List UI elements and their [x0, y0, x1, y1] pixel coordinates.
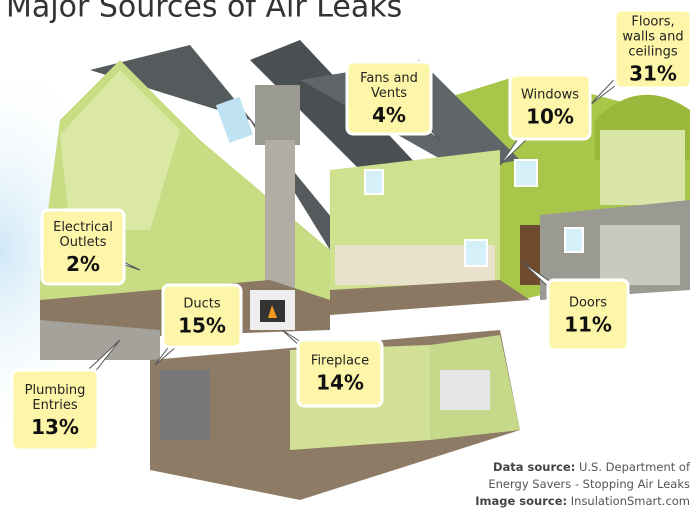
callout-label: Floors, [631, 15, 674, 30]
callout-label: Doors [569, 296, 607, 311]
infographic: Major Sources of Air Leaks Floors,walls … [0, 0, 697, 516]
callout-value: 13% [31, 415, 79, 439]
callout-value: 4% [372, 103, 406, 127]
callout-value: 31% [629, 62, 677, 86]
source-label: Data source: [493, 460, 575, 474]
svg-text:Image source: InsulationSmart.: Image source: InsulationSmart.com [475, 494, 690, 508]
callout-label: Fireplace [311, 354, 369, 369]
callout-label: Vents [371, 86, 407, 101]
callout-label: Electrical [53, 220, 113, 235]
callout-label: Entries [32, 398, 78, 413]
callout-value: 14% [316, 371, 364, 395]
callout-label: Plumbing [25, 383, 86, 398]
source-text: InsulationSmart.com [571, 494, 690, 508]
callout-value: 2% [66, 252, 100, 276]
callout-label: walls and [622, 30, 683, 45]
source: Data source: U.S. Department of Energy S… [475, 460, 691, 508]
source-text: U.S. Department of [579, 460, 691, 474]
svg-text:Data source: U.S. Department o: Data source: U.S. Department of [493, 460, 691, 474]
callout-value: 10% [526, 105, 574, 129]
source-text: Energy Savers - Stopping Air Leaks [488, 477, 690, 491]
callout-label: Ducts [183, 297, 220, 312]
callout-label: ceilings [628, 45, 677, 60]
source-label: Image source: [475, 494, 567, 508]
callout-label: Fans and [360, 71, 418, 86]
callout-label: Outlets [59, 235, 106, 250]
callout-label: Windows [521, 88, 579, 103]
title: Major Sources of Air Leaks [6, 0, 402, 25]
callout-value: 11% [564, 313, 612, 337]
callout: Fireplace 14% [282, 330, 382, 406]
callout-value: 15% [178, 314, 226, 338]
